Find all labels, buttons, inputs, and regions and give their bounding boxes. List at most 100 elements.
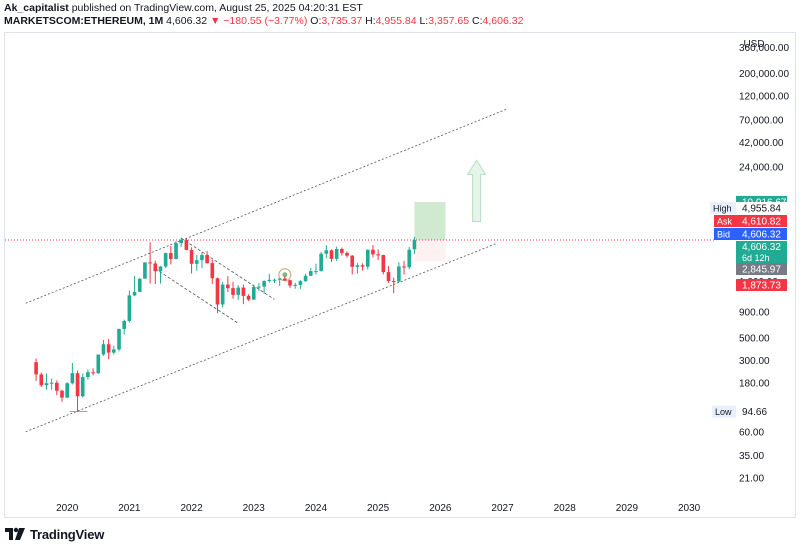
low-badge-bg [736, 405, 787, 418]
candle [381, 254, 386, 275]
y-tick-label: 300.00 [739, 356, 770, 367]
candle [272, 278, 277, 284]
candle-body [179, 239, 184, 244]
candle [60, 389, 64, 402]
candle [288, 279, 292, 289]
candle-body [386, 272, 391, 282]
high-badge: 4,955.84 [736, 202, 787, 215]
y-tick-label: 360,000.00 [739, 43, 789, 54]
candle-body [226, 284, 230, 289]
high-badge-value: 4,955.84 [742, 204, 781, 215]
candle-body [200, 255, 204, 261]
author-name[interactable]: Ak_capitalist [4, 2, 69, 14]
candle-body [288, 280, 292, 286]
x-tick-label: 2024 [305, 503, 328, 514]
stop-upper-badge: 2,845.97 [736, 263, 787, 276]
symbol-name[interactable]: MARKETSCOM:ETHEREUM, 1M [4, 15, 164, 27]
candle [236, 285, 241, 300]
candle [55, 380, 59, 395]
candle [96, 354, 101, 374]
candle [267, 273, 272, 283]
stop-lower-badge: 1,873.73 [736, 279, 787, 292]
candle-body [210, 263, 215, 279]
candle-body [308, 271, 313, 276]
y-tick-label: 900.00 [739, 308, 770, 319]
low-badge-value: 94.66 [742, 407, 767, 418]
candle-body [262, 281, 266, 287]
candle-body [329, 250, 334, 259]
stop-lower-badge-value: 1,873.73 [742, 281, 781, 292]
y-tick-label: 180.00 [739, 379, 770, 390]
high-tag: High [710, 202, 736, 214]
low-tag-text: Low [715, 407, 732, 417]
candle [241, 284, 246, 305]
low-tag-bg [712, 405, 736, 418]
chart-header: Ak_capitalist published on TradingView.c… [4, 2, 796, 28]
stop-upper-badge-value: 2,845.97 [742, 265, 781, 276]
candle [345, 251, 349, 258]
candle-body [324, 250, 329, 254]
candle-body [127, 295, 132, 321]
candle [122, 319, 127, 335]
bid-badge: 4,606.32 [736, 228, 787, 241]
candle-body [402, 266, 406, 268]
chart-panel[interactable]: 2020 2021 2022 2023 2024 2025 2026 2027 2028 2029… [4, 32, 796, 518]
close-value: 4,606.32 [482, 15, 524, 27]
last-price-value: 4,606.32 [742, 242, 781, 253]
candle-body [267, 279, 272, 282]
candle-body [334, 248, 339, 259]
candle-body [148, 262, 152, 264]
candle-body [272, 279, 277, 281]
candle [80, 373, 85, 398]
open-value: 3,735.37 [321, 15, 363, 27]
candle-body [96, 354, 101, 374]
candle [101, 339, 106, 356]
emblem-center [282, 272, 288, 278]
candle-body [236, 287, 241, 295]
candle-body [246, 295, 251, 300]
candle-body [112, 349, 116, 353]
ask-badge-bg [736, 215, 787, 227]
candle [112, 345, 116, 355]
candle [65, 382, 70, 399]
candle-body [153, 263, 158, 272]
candle-body [257, 286, 261, 288]
candle-body [132, 292, 137, 296]
y-tick-label: 42,000.00 [739, 138, 784, 149]
price-chart[interactable]: 2020 2021 2022 2023 2024 2025 2026 2027 2028 2029… [5, 33, 795, 517]
candle-body [158, 266, 163, 272]
x-tick-label: 2030 [678, 503, 701, 514]
stop-lower-badge-bg [736, 279, 787, 291]
candle [293, 282, 298, 289]
candle [86, 369, 90, 380]
candle-body [70, 373, 75, 384]
high-badge-bg [736, 202, 787, 214]
last-price: 4,606.32 [166, 15, 208, 27]
candle [386, 266, 391, 283]
y-tick-label: 70,000.00 [739, 115, 784, 126]
low-label: L: [419, 15, 429, 27]
candle-body [376, 254, 380, 256]
candle-body [412, 240, 417, 250]
candle [158, 266, 163, 284]
candle [44, 373, 49, 390]
x-tick-label: 2023 [243, 503, 266, 514]
candle [210, 259, 215, 284]
candle [376, 249, 380, 261]
candle [200, 252, 204, 268]
candle [205, 251, 209, 264]
candle-body [298, 281, 303, 285]
x-tick-label: 2028 [554, 503, 577, 514]
candle [334, 246, 339, 262]
candle-body [241, 287, 246, 296]
candle [355, 263, 360, 274]
y-tick-label: 24,000.00 [739, 163, 784, 174]
price-change: −180.55 (−3.77%) [223, 15, 308, 27]
candle [143, 262, 147, 279]
candle-body [277, 278, 282, 280]
close-label: C: [472, 15, 483, 27]
candle [153, 260, 158, 285]
candle [262, 280, 266, 294]
candle [215, 277, 220, 314]
